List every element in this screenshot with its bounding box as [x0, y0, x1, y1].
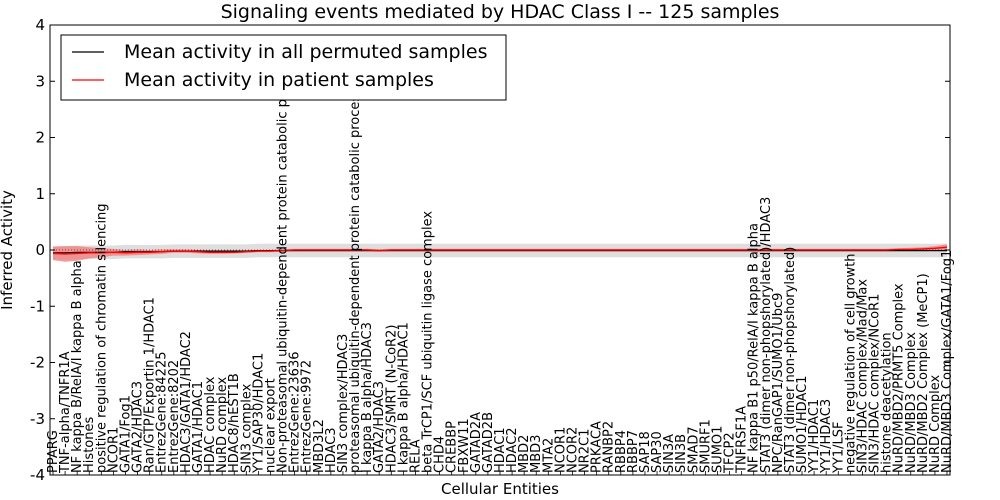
- entity-label: MBD2: [517, 435, 532, 473]
- entity-label: YY1/SAP30/HDAC1: [251, 353, 266, 474]
- y-tick-label: 1: [35, 185, 45, 203]
- entity-label: HDAC3: [324, 427, 339, 473]
- entity-label: YY1/HDAC1: [807, 399, 822, 474]
- entity-label: GATA2/HDAC3: [372, 381, 387, 473]
- entity-label: NPC/RanGAP1/SUMO1/Ubc9: [771, 293, 786, 473]
- entity-label: SMURF1: [698, 419, 713, 473]
- x-axis-label: Cellular Entities: [441, 480, 559, 498]
- entity-label: GATA2/HDAC3: [131, 381, 146, 473]
- y-axis: -4 -3 -2 -1 0 1 2 3 4: [30, 16, 950, 484]
- entity-label: EntrezGene:8202: [167, 360, 182, 473]
- entity-label: SIN3/HDAC complex/NCoR1: [868, 294, 883, 473]
- entity-label: TNFRSF1A: [735, 406, 750, 474]
- entity-label: STAT3 (dimer non-phopshorylated): [783, 247, 798, 473]
- entity-label: Histones: [82, 417, 97, 473]
- entity-label: TNF-alpha/TNFR1A: [58, 351, 73, 474]
- entity-label: SIN3A: [662, 434, 677, 473]
- entity-label: NF kappa B1 p50/RelA/I kappa B alpha: [747, 223, 762, 473]
- entity-label: NuRD complex: [215, 376, 230, 473]
- entity-label: STAT3 (dimer non-phopshorylated)/HDAC3: [759, 197, 774, 473]
- entity-label: YY1/HDAC3: [819, 399, 834, 474]
- series-line-patient: [52, 246, 948, 255]
- entity-label: NR2C1: [578, 429, 593, 473]
- band-patient: [53, 244, 947, 262]
- y-tick-label: -4: [30, 466, 45, 484]
- entity-label: nuclear export: [264, 378, 279, 473]
- entity-label: HDAC8/hEST1B: [227, 373, 242, 473]
- entity-label: FBXW11: [457, 418, 472, 473]
- y-tick-label: 0: [35, 241, 45, 259]
- entity-label: SIN3/HDAC complex/Mad/Max: [855, 279, 870, 473]
- entity-label: HDAC2: [505, 427, 520, 473]
- entity-label: NF kappa B/RelA/I kappa B alpha: [70, 260, 85, 473]
- entity-label: MTA2: [541, 438, 556, 473]
- entity-label: histone deacetylation: [880, 332, 895, 473]
- y-axis-label: Inferred Activity: [0, 190, 16, 310]
- entity-label: NCOR2: [566, 427, 581, 473]
- entity-label: RELA: [408, 439, 423, 473]
- entity-label: SMAD7: [686, 426, 701, 473]
- entity-label: RANBP2: [602, 421, 617, 473]
- entity-label: NuRD/MBD3 Complex: [904, 332, 919, 473]
- entity-label: EntrezGene:23636: [288, 351, 303, 472]
- y-tick-label: 4: [35, 16, 45, 34]
- entity-label: GATA1/Fog1: [119, 395, 134, 473]
- entity-label: NuRD/MBD2/PRMT5 Complex: [892, 283, 907, 473]
- entity-label: GATA1/HDAC1: [191, 381, 206, 473]
- entity-label: NuRD Complex: [928, 375, 943, 473]
- entity-label: NuRD/MBD3 Complex/GATA1/Fog1: [940, 250, 955, 473]
- y-tick-label: 3: [35, 72, 45, 90]
- entity-label: HDAC3/SMRT (N-CoR2): [384, 325, 399, 473]
- entity-label: PRKACA: [590, 421, 605, 473]
- legend: Mean activity in all permuted samples Me…: [60, 34, 507, 101]
- y-tick-label: 2: [35, 129, 45, 147]
- entity-label: I kappa B alpha/HDAC3: [360, 322, 375, 473]
- entity-label: SUMO1: [711, 426, 726, 474]
- entity-label: CREBBP: [445, 421, 460, 473]
- entity-label: beta TrCP1/SCF ubiquitin ligase complex: [421, 211, 436, 473]
- spread-bands: [53, 243, 947, 262]
- entity-label: NCOR1: [106, 427, 121, 473]
- entity-label: EntrezGene:84225: [155, 351, 170, 472]
- entity-label: CHD4: [433, 436, 448, 473]
- y-tick-label: -2: [30, 354, 45, 372]
- entity-label: RBBP7: [626, 430, 641, 473]
- band-permuted: [53, 243, 947, 260]
- entity-label: NuRD/MBD2 Complex (MeCP1): [916, 273, 931, 473]
- entity-label: HDAC3/GATA1/HDAC2: [179, 331, 194, 473]
- entity-label: HDAC complex: [203, 376, 218, 473]
- entity-label: GATAD2A: [469, 412, 484, 473]
- entity-label: SIN3 complex/HDAC3: [336, 334, 351, 473]
- entity-label: SIN3B: [674, 434, 689, 473]
- entity-label: proteasomal ubiquitin-dependent protein …: [348, 88, 363, 473]
- chart-title: Signaling events mediated by HDAC Class …: [221, 1, 780, 23]
- entity-label: Ran/GTP/Exportin 1/HDAC1: [143, 297, 158, 473]
- y-tick-label: -3: [30, 410, 45, 428]
- y-tick-label: -1: [30, 297, 45, 315]
- entity-label: SAP30: [650, 431, 665, 473]
- entity-label: EntrezGene:9972: [300, 360, 315, 473]
- entity-label: I kappa B alpha/HDAC1: [396, 322, 411, 473]
- entity-label: MBD3: [529, 435, 544, 473]
- entity-label: GATAD2B: [481, 412, 496, 473]
- legend-label-patient: Mean activity in patient samples: [124, 69, 434, 91]
- entity-label: Non-proteasomal ubiquitin-dependent prot…: [276, 57, 291, 473]
- legend-label-permuted: Mean activity in all permuted samples: [124, 41, 487, 63]
- entity-label: RBBP4: [614, 430, 629, 473]
- entity-label: SIN3 complex: [239, 383, 254, 473]
- entity-label: NCOR1: [553, 427, 568, 473]
- entity-label: negative regulation of cell growth: [843, 254, 858, 474]
- entity-label: TFCP2: [723, 432, 738, 474]
- series-lines: [50, 246, 950, 255]
- entity-label: YY1/LSF: [831, 422, 846, 475]
- entity-label: HDAC1: [493, 427, 508, 473]
- entity-label: SUMO1/HDAC1: [795, 376, 810, 473]
- legend-box: [60, 34, 507, 101]
- entity-label: SAP18: [638, 431, 653, 473]
- entity-label: positive regulation of chromatin silenci…: [94, 203, 109, 473]
- entity-label: MBD3L2: [312, 419, 327, 473]
